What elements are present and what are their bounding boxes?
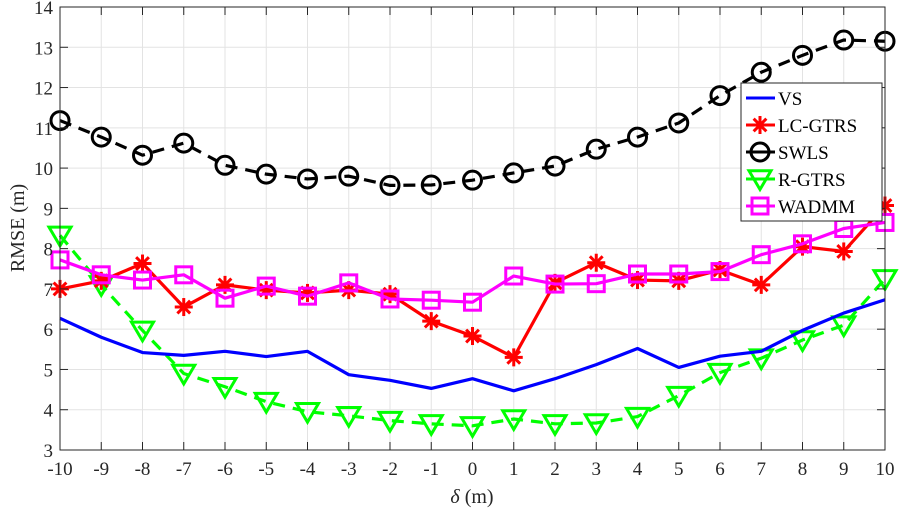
x-tick-label: 5 [674,459,684,480]
legend-item-lc-gtrs: LC-GTRS [746,116,857,137]
x-tick-label: 4 [633,459,643,480]
series-swls [49,29,896,196]
x-tick-label: -10 [47,459,72,480]
y-tick-label: 10 [34,159,53,180]
x-tick-label: 6 [715,459,725,480]
y-tick-label: 8 [44,240,54,261]
x-tick-label: 9 [839,459,849,480]
x-axis-label: δ (m) [450,486,493,508]
x-tick-label: -3 [341,459,357,480]
series-wadmm [50,212,895,312]
y-tick-label: 7 [44,280,54,301]
y-tick-label: 14 [34,0,54,19]
legend-label: R-GTRS [778,170,846,191]
legend-label: LC-GTRS [778,116,857,137]
x-tick-label: -8 [135,459,151,480]
series-layer [46,29,899,440]
y-tick-label: 4 [44,401,54,422]
y-tick-label: 6 [44,320,54,341]
x-tick-label: -2 [382,459,398,480]
y-tick-label: 11 [35,119,53,140]
x-tick-label: 10 [876,459,895,480]
y-tick-label: 13 [34,38,53,59]
y-tick-label: 5 [44,360,54,381]
x-tick-label: 8 [798,459,808,480]
y-tick-label: 3 [44,441,54,462]
legend-label: WADMM [778,197,855,218]
legend-label: VS [778,89,802,110]
y-axis-label: RMSE (m) [7,184,29,272]
y-tick-label: 12 [34,79,53,100]
legend-label: SWLS [778,143,829,164]
x-tick-label: -6 [217,459,233,480]
x-tick-label: -9 [93,459,109,480]
x-tick-label: 3 [592,459,602,480]
x-tick-label: -4 [300,459,316,480]
x-tick-label: 1 [509,459,519,480]
legend: VS LC-GTRS SWLS R-GTRS WADMM [740,82,883,222]
axis-ticks: -10 -9 -8 -7 -6 -5 -4 -3 -2 -1 0 1 2 3 4 5 6 7 8 9 103456789… [34,0,895,480]
series-vs [59,298,886,393]
x-tick-label: 2 [550,459,560,480]
legend-item-vs: VS [746,89,802,110]
x-tick-label: 7 [757,459,767,480]
x-tick-label: -1 [423,459,439,480]
x-tick-label: -7 [176,459,192,480]
x-tick-label: -5 [258,459,274,480]
legend-item-r-gtrs: R-GTRS [746,169,846,193]
legend-item-swls: SWLS [746,141,829,164]
y-tick-label: 9 [44,199,54,220]
x-tick-label: 0 [468,459,478,480]
legend-item-wadmm: WADMM [746,196,855,218]
